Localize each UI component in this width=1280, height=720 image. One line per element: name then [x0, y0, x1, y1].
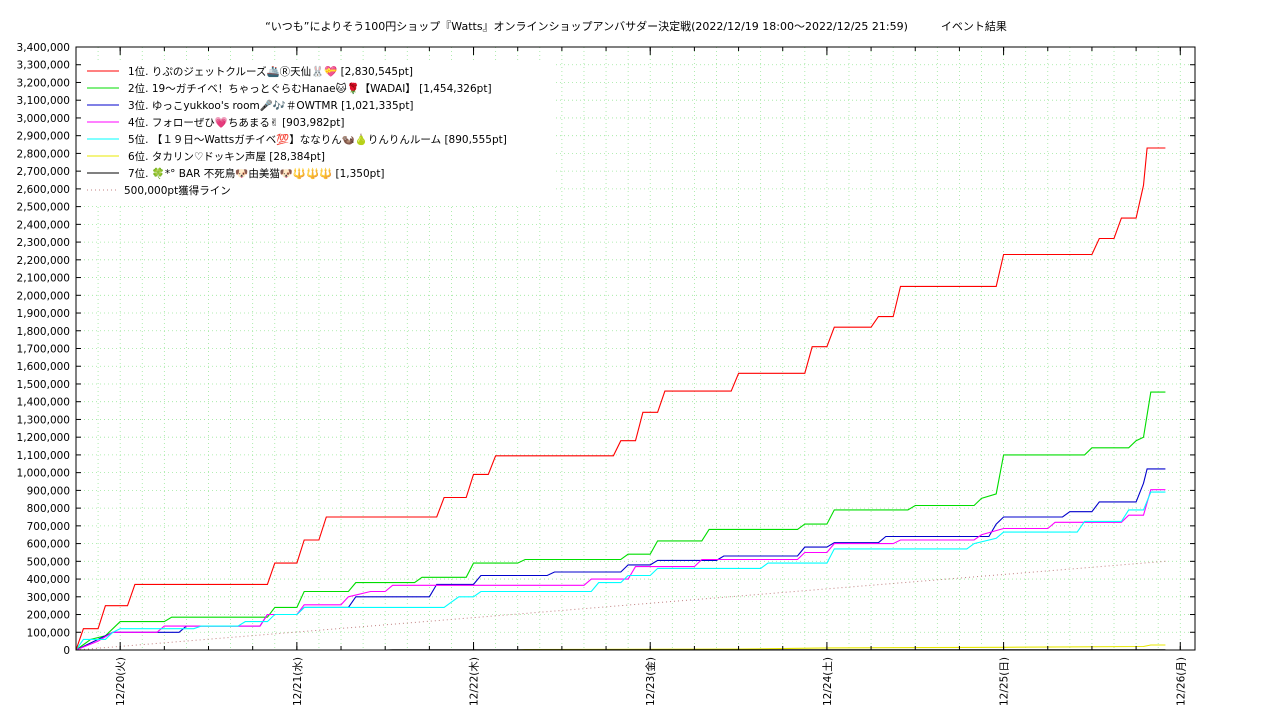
series-line-2 — [75, 391, 1166, 651]
y-tick-label: 1,300,000 — [17, 414, 70, 426]
y-tick-label: 200,000 — [27, 610, 70, 622]
y-tick-label: 3,300,000 — [17, 60, 70, 72]
y-tick-label: 2,200,000 — [17, 255, 70, 267]
x-tick-label: 12/24(土) — [821, 657, 834, 706]
y-tick-label: 400,000 — [27, 574, 70, 586]
y-tick-label: 500,000 — [27, 556, 70, 568]
y-tick-label: 3,100,000 — [17, 95, 70, 107]
reference-line-layer — [75, 560, 1166, 651]
y-tick-label: 1,700,000 — [17, 344, 70, 356]
y-tick-label: 1,000,000 — [17, 468, 70, 480]
legend-label: 7位. 🍀*° BAR 不死鳥🐶由美猫🐶🔱🔱🔱 [1,350pt] — [128, 167, 385, 180]
x-tick-label: 12/26(月) — [1175, 657, 1187, 706]
series-layer — [75, 147, 1166, 651]
y-tick-label: 1,400,000 — [17, 397, 70, 409]
y-tick-label: 1,200,000 — [17, 432, 70, 444]
y-tick-label: 700,000 — [27, 521, 70, 533]
legend-label: 5位. 【１９日〜Wattsガチイベ💯】ななりん🦦🍐りんりんルーム [890,5… — [128, 133, 507, 146]
y-tick-label: 100,000 — [27, 627, 70, 639]
y-tick-label: 2,300,000 — [17, 237, 70, 249]
legend-label: 1位. りぷのジェットクルーズ🚢Ⓡ天仙🐰💝 [2,830,545pt] — [128, 65, 413, 78]
y-tick-label: 3,200,000 — [17, 77, 70, 89]
series-line-5 — [75, 491, 1166, 651]
y-tick-label: 2,700,000 — [17, 166, 70, 178]
y-tick-label: 300,000 — [27, 592, 70, 604]
y-tick-label: 600,000 — [27, 539, 70, 551]
y-tick-label: 0 — [63, 645, 70, 657]
y-tick-label: 2,500,000 — [17, 202, 70, 214]
legend-label: 500,000pt獲得ライン — [124, 184, 231, 197]
y-tick-label: 3,000,000 — [17, 113, 70, 125]
series-line-4 — [75, 489, 1166, 651]
y-tick-label: 1,100,000 — [17, 450, 70, 462]
y-tick-label: 2,100,000 — [17, 273, 70, 285]
y-tick-label: 2,000,000 — [17, 290, 70, 302]
legend-label: 2位. 19〜ガチイベ！ちゃっとぐらむHanae🐱🌹【WADAI】 [1,454… — [128, 82, 492, 95]
legend-background — [84, 60, 556, 205]
y-axis: 0 100,000 200,000 300,000 400,000 500,000 600,… — [17, 42, 1195, 657]
x-tick-label: 12/25(日) — [999, 657, 1011, 706]
x-tick-label: 12/20(火) — [115, 657, 127, 706]
y-tick-label: 2,600,000 — [17, 184, 70, 196]
y-tick-label: 1,800,000 — [17, 326, 70, 338]
y-tick-label: 2,400,000 — [17, 219, 70, 231]
chart-title: “いつも”によりそう100円ショップ『Watts』オンラインショップアンバサダー… — [265, 20, 1007, 33]
y-tick-label: 900,000 — [27, 485, 70, 497]
x-tick-label: 12/21(水) — [292, 657, 304, 706]
reference-line — [75, 560, 1166, 651]
legend: 1位. りぷのジェットクルーズ🚢Ⓡ天仙🐰💝 [2,830,545pt] 2位. 1… — [84, 60, 556, 205]
y-tick-label: 1,600,000 — [17, 361, 70, 373]
x-tick-label: 12/22(木) — [469, 657, 481, 706]
series-line-1 — [75, 147, 1166, 651]
y-tick-label: 3,400,000 — [17, 42, 70, 54]
y-tick-label: 2,800,000 — [17, 148, 70, 160]
x-axis: 12/20(火) 12/21(水) 12/22(木) 12/23(金) 12/24(土)… — [75, 47, 1187, 706]
legend-label: 6位. タカリン♡ドッキン声屋 [28,384pt] — [128, 150, 325, 163]
x-tick-label: 12/23(金) — [644, 657, 657, 706]
legend-label: 3位. ゆっこyukkoo's room🎤🎶＃OWTMR [1,021,335p… — [128, 99, 414, 112]
y-tick-label: 1,500,000 — [17, 379, 70, 391]
legend-label: 4位. フォローぜひ💗ちあまる✌ [903,982pt] — [128, 116, 344, 129]
y-tick-label: 800,000 — [27, 503, 70, 515]
y-tick-label: 2,900,000 — [17, 131, 70, 143]
y-tick-label: 1,900,000 — [17, 308, 70, 320]
